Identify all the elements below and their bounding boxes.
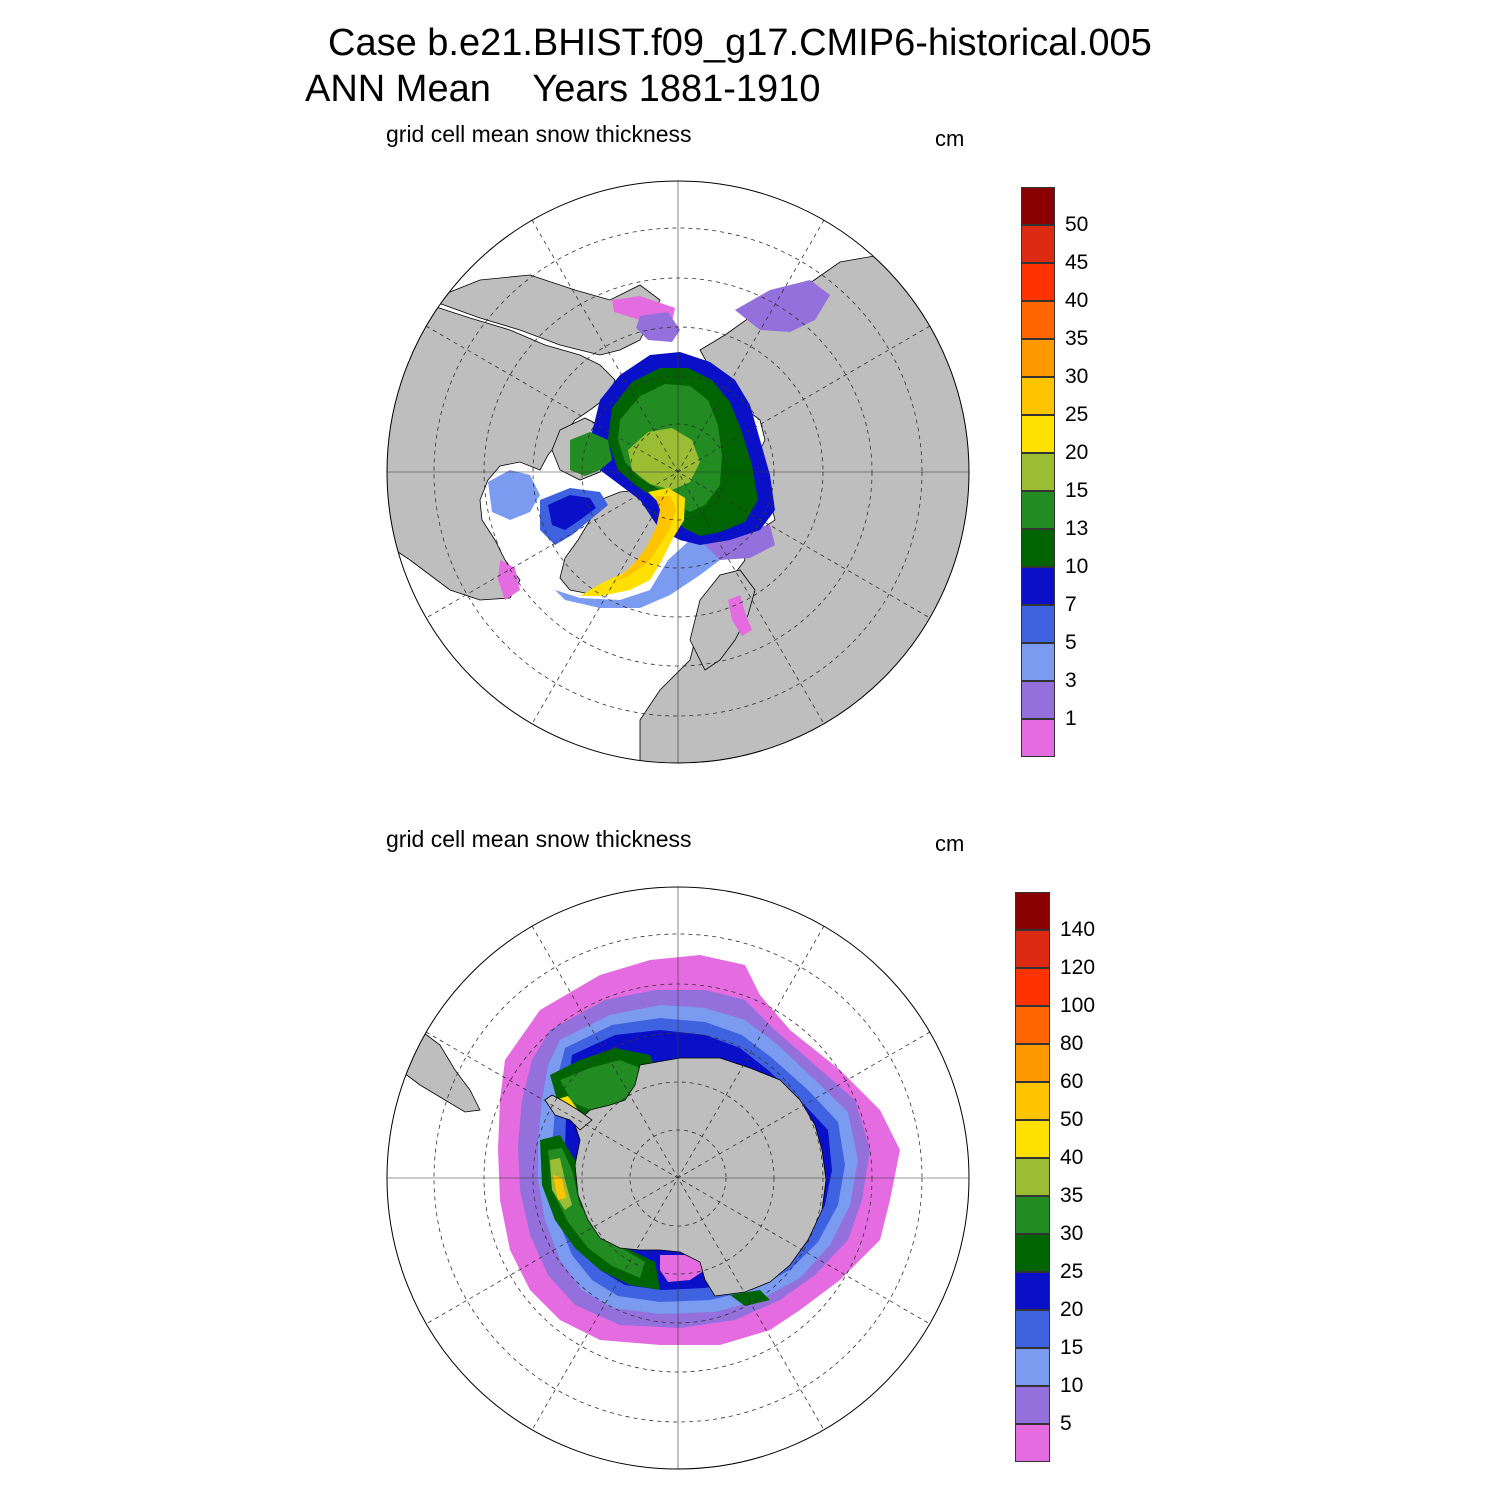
- colorbar-swatch: [1021, 453, 1055, 491]
- south-snow-amundsen-50cm: [553, 1175, 566, 1200]
- north-snow-greenland-coast-25cm: [615, 496, 676, 582]
- south-snow-ross-1cm: [660, 1255, 705, 1282]
- north-polar-map: [386, 180, 970, 764]
- colorbar-tick-label: 15: [1060, 1336, 1084, 1359]
- colorbar-tick-label: 5: [1065, 631, 1077, 654]
- north-map-graticule: [387, 181, 969, 763]
- south-panel-unit: cm: [935, 831, 965, 856]
- south-map-graticule: [387, 887, 969, 1469]
- north-snow-baffin-inner: [548, 495, 596, 530]
- colorbar-tick-label: 100: [1060, 994, 1096, 1017]
- colorbar-swatch: [1015, 892, 1050, 930]
- colorbar-swatch: [1021, 263, 1055, 301]
- colorbar-swatch: [1021, 567, 1055, 605]
- north-map-border: [386, 180, 970, 764]
- colorbar-swatch: [1015, 1386, 1050, 1424]
- colorbar-swatch: [1021, 491, 1055, 529]
- colorbar-tick-label: 120: [1060, 956, 1096, 979]
- colorbar-swatch: [1015, 1234, 1050, 1272]
- colorbar-tick-label: 35: [1065, 327, 1089, 350]
- colorbar-swatch: [1015, 1082, 1050, 1120]
- colorbar-tick-label: 15: [1065, 479, 1089, 502]
- colorbar-tick-label: 30: [1060, 1222, 1084, 1245]
- colorbar-tick-label: 35: [1060, 1184, 1084, 1207]
- north-snow-greenland-coast-20cm: [580, 488, 685, 596]
- colorbar-tick-label: 5: [1060, 1412, 1072, 1435]
- colorbar-tick-label: 3: [1065, 669, 1077, 692]
- north-snow-barents-band: [700, 525, 775, 560]
- colorbar-swatch: [1021, 681, 1055, 719]
- north-snow-chukchi-band: [636, 312, 680, 342]
- south-snow-amundsen-35cm: [548, 1148, 645, 1278]
- colorbar-swatch: [1021, 377, 1055, 415]
- north-panel-unit: cm: [935, 126, 965, 151]
- colorbar-tick-label: 13: [1065, 517, 1089, 540]
- figure-title-case: Case b.e21.BHIST.f09_g17.CMIP6-historica…: [328, 22, 1152, 64]
- colorbar-tick-label: 20: [1060, 1298, 1084, 1321]
- south-snow-east-antarctica-30cm: [730, 1290, 770, 1306]
- colorbar-tick-label: 60: [1060, 1070, 1084, 1093]
- colorbar-swatch: [1015, 1044, 1050, 1082]
- north-snow-greenland-sea-band: [555, 530, 740, 608]
- colorbar-tick-label: 40: [1065, 289, 1089, 312]
- colorbar-tick-label: 1: [1065, 707, 1077, 730]
- colorbar-swatch: [1015, 1006, 1050, 1044]
- north-snow-archipelago-mix: [570, 432, 612, 476]
- colorbar-tick-label: 80: [1060, 1032, 1084, 1055]
- north-snow-labrador-1cm: [498, 560, 520, 600]
- colorbar-swatch: [1021, 529, 1055, 567]
- colorbar-swatch: [1015, 1424, 1050, 1462]
- colorbar-tick-label: 50: [1060, 1108, 1084, 1131]
- north-snow-east-siberian-band: [735, 280, 830, 332]
- north-panel-subtitle: grid cell mean snow thickness: [386, 121, 692, 147]
- colorbar-swatch: [1021, 605, 1055, 643]
- colorbar-tick-label: 7: [1065, 593, 1077, 616]
- colorbar-swatch: [1015, 1196, 1050, 1234]
- colorbar-tick-label: 30: [1065, 365, 1089, 388]
- colorbar-swatch: [1015, 930, 1050, 968]
- colorbar-swatch: [1021, 339, 1055, 377]
- north-snow-baltic: [728, 595, 752, 636]
- colorbar-tick-label: 45: [1065, 251, 1089, 274]
- colorbar-tick-label: 140: [1060, 918, 1096, 941]
- colorbar-swatch: [1021, 415, 1055, 453]
- north-snow-hudson-bay: [488, 470, 540, 520]
- south-map-border: [386, 886, 970, 1470]
- colorbar-tick-label: 50: [1065, 213, 1089, 236]
- colorbar-swatch: [1021, 643, 1055, 681]
- colorbar-swatch: [1021, 187, 1055, 225]
- colorbar-swatch: [1015, 1310, 1050, 1348]
- north-snow-central-15cm: [628, 428, 700, 490]
- south-polar-map: [386, 886, 970, 1470]
- figure-title-period: ANN Mean Years 1881-1910: [305, 68, 821, 110]
- colorbar-tick-label: 20: [1065, 441, 1089, 464]
- colorbar-tick-label: 25: [1060, 1260, 1084, 1283]
- colorbar-swatch: [1015, 968, 1050, 1006]
- colorbar-swatch: [1015, 1348, 1050, 1386]
- colorbar-tick-label: 25: [1065, 403, 1089, 426]
- colorbar-tick-label: 10: [1060, 1374, 1084, 1397]
- colorbar-tick-label: 10: [1065, 555, 1089, 578]
- north-america-land: [387, 299, 616, 601]
- south-panel-subtitle: grid cell mean snow thickness: [386, 826, 692, 852]
- colorbar-swatch: [1021, 301, 1055, 339]
- colorbar-swatch: [1021, 719, 1055, 757]
- colorbar-swatch: [1015, 1158, 1050, 1196]
- europe-scandinavia-land: [689, 569, 756, 671]
- colorbar-tick-label: 40: [1060, 1146, 1084, 1169]
- colorbar-swatch: [1015, 1120, 1050, 1158]
- colorbar-swatch: [1015, 1272, 1050, 1310]
- colorbar-swatch: [1021, 225, 1055, 263]
